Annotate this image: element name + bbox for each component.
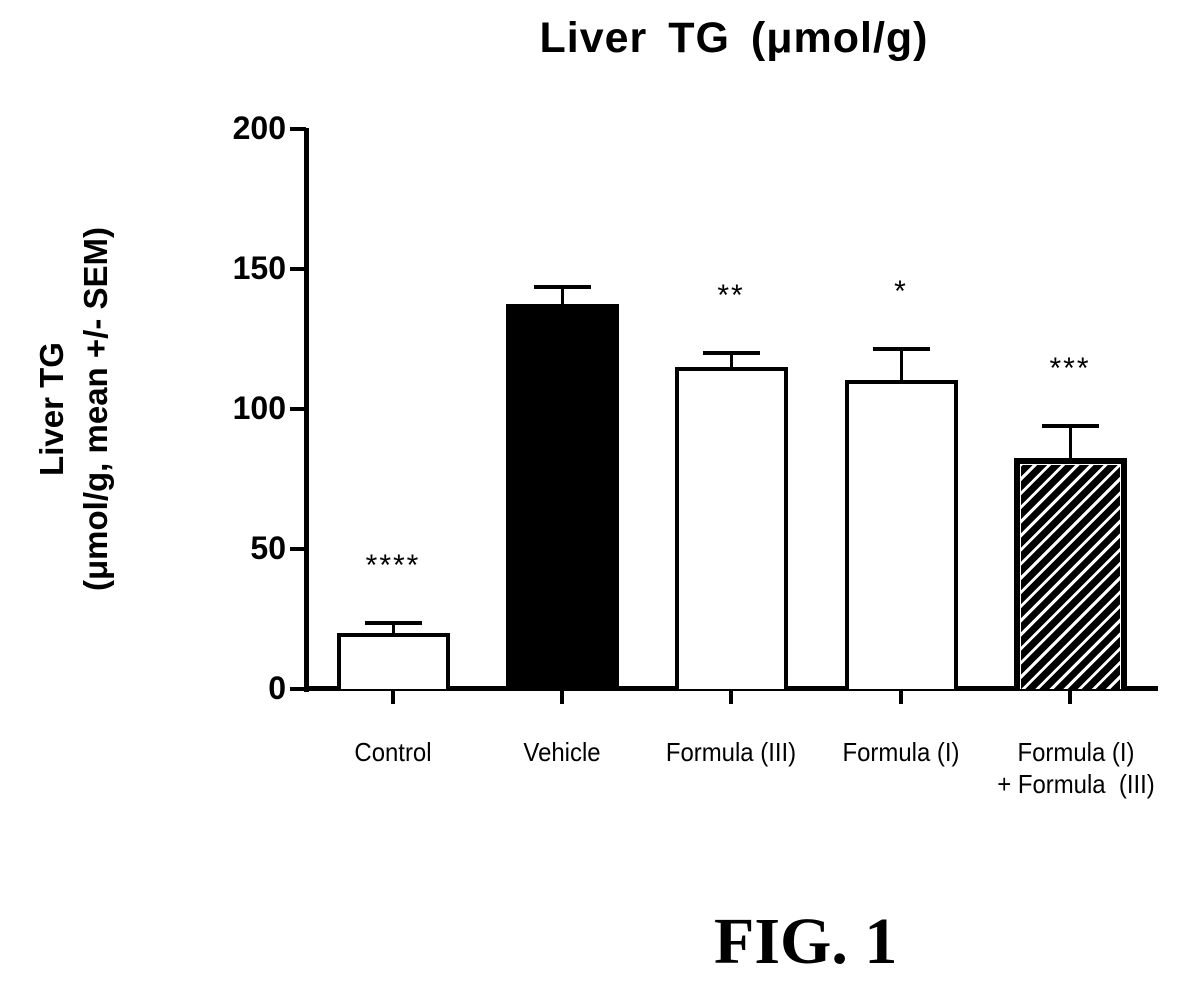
y-tick: [290, 547, 306, 551]
x-tick: [391, 690, 395, 704]
y-tick-label: 50: [250, 530, 286, 566]
y-tick: [290, 127, 306, 131]
significance-marker: ***: [1049, 351, 1091, 385]
error-bar-stem: [1069, 425, 1072, 460]
x-tick-label: Vehicle: [479, 736, 645, 768]
x-tick-label: Formula (I) + Formula (III): [993, 736, 1159, 800]
bar-control: [336, 633, 450, 689]
x-tick-label-line: Formula (I): [1017, 737, 1135, 767]
y-axis-label: Liver TG (μmol/g, mean +/- SEM): [30, 129, 118, 689]
figure-label: FIG. 1: [714, 905, 898, 978]
y-tick-label: 200: [232, 110, 286, 146]
bar-formula-i-formula-iii: [1013, 458, 1127, 689]
error-bar-cap: [534, 285, 591, 290]
y-tick-label: 100: [232, 390, 286, 426]
chart-title: Liver TG (μmol/g): [539, 14, 929, 62]
y-tick-label: 150: [232, 250, 286, 286]
bar-formula-i: [844, 379, 958, 689]
significance-marker: **: [717, 279, 745, 312]
y-axis-label-line1: Liver TG: [33, 342, 70, 476]
error-bar-cap: [1042, 423, 1099, 428]
x-tick: [560, 690, 564, 704]
hatch-pattern: [1019, 464, 1121, 689]
y-tick: [290, 407, 306, 411]
error-bar-stem: [392, 623, 395, 635]
bar-formula-iii: [674, 367, 788, 689]
error-bar-stem: [561, 287, 564, 306]
significance-marker: ****: [365, 549, 421, 583]
x-tick: [1068, 690, 1072, 704]
error-bar-cap: [703, 351, 760, 355]
y-axis-label-line2: (μmol/g, mean +/- SEM): [77, 227, 114, 591]
y-tick: [290, 687, 306, 691]
x-tick: [729, 690, 733, 704]
x-tick-label: Formula (III): [648, 736, 814, 768]
x-tick-label: Control: [310, 736, 476, 768]
error-bar-stem: [730, 353, 733, 369]
y-tick: [290, 267, 306, 271]
error-bar-cap: [365, 621, 422, 626]
x-tick-label-line: Formula (III): [665, 737, 797, 767]
significance-marker: *: [894, 274, 908, 308]
x-tick-label-line: Formula (I): [842, 737, 960, 767]
bar-vehicle: [505, 304, 619, 689]
x-tick: [899, 690, 903, 704]
x-tick-label-line: + Formula (III): [997, 769, 1155, 799]
error-bar-stem: [900, 348, 903, 382]
x-tick-label-line: Vehicle: [523, 737, 601, 767]
error-bar-cap: [873, 346, 930, 351]
x-tick-label: Formula (I): [818, 736, 984, 768]
x-tick-label-line: Control: [354, 737, 432, 767]
y-axis-line: [304, 128, 309, 692]
y-tick-label: 0: [268, 670, 286, 706]
